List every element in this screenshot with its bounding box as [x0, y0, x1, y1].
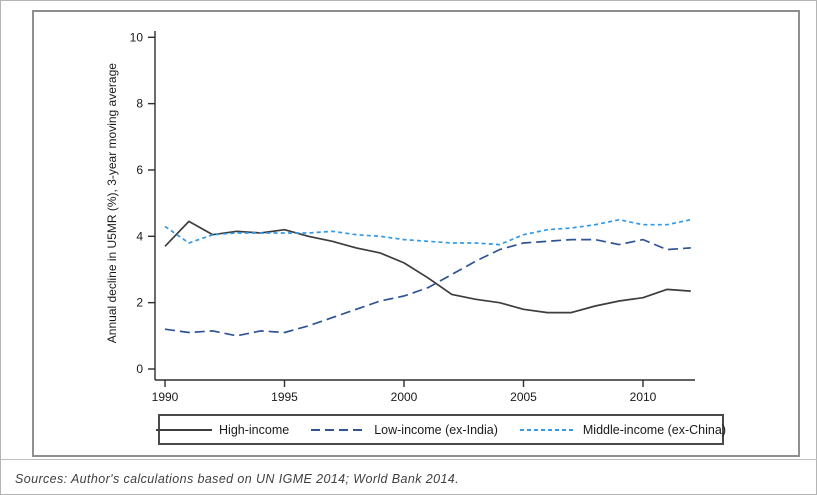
x-tick-label: 2010	[630, 390, 657, 404]
x-tick-label: 1990	[152, 390, 179, 404]
series-middle-income-ex-china	[164, 218, 691, 246]
series-high-income	[164, 220, 691, 314]
high-income-line-sample-icon	[156, 428, 213, 431]
legend-label-low-income: Low-income (ex-India)	[374, 422, 498, 437]
y-axis-title: Annual decline in U5MR (%), 3-year movin…	[105, 63, 119, 343]
chart-legend: High-income Low-income (ex-India) Middle…	[156, 414, 726, 445]
x-tick-label: 2000	[391, 390, 418, 404]
low-income-line-sample-icon	[311, 428, 368, 431]
y-tick-label: 8	[136, 97, 143, 111]
x-tick-label: 1995	[271, 390, 298, 404]
legend-label-high-income: High-income	[219, 422, 290, 437]
middle-income-line-sample-icon	[519, 428, 576, 431]
sources-note: Sources: Author's calculations based on …	[15, 472, 460, 486]
y-tick-label: 0	[136, 362, 143, 376]
legend-item-middle-income: Middle-income (ex-China)	[519, 422, 726, 437]
legend-label-middle-income: Middle-income (ex-China)	[582, 422, 726, 437]
y-tick-label: 4	[136, 229, 143, 243]
chart-frame: 0 2 4 6 8 10 1990 1995 2000 2005 2010 Annual declin…	[32, 10, 800, 457]
legend-item-high-income: High-income	[156, 423, 289, 437]
line-chart: 0 2 4 6 8 10 1990 1995 2000 2005 2010 Annual declin…	[105, 30, 695, 404]
y-tick-label: 2	[136, 296, 143, 310]
bottom-divider	[1, 459, 817, 460]
y-tick-label: 10	[130, 30, 144, 44]
legend-item-low-income: Low-income (ex-India)	[311, 423, 498, 437]
x-tick-label: 2005	[510, 390, 537, 404]
series-low-income-ex-india	[164, 238, 691, 337]
y-tick-label: 6	[136, 163, 143, 177]
